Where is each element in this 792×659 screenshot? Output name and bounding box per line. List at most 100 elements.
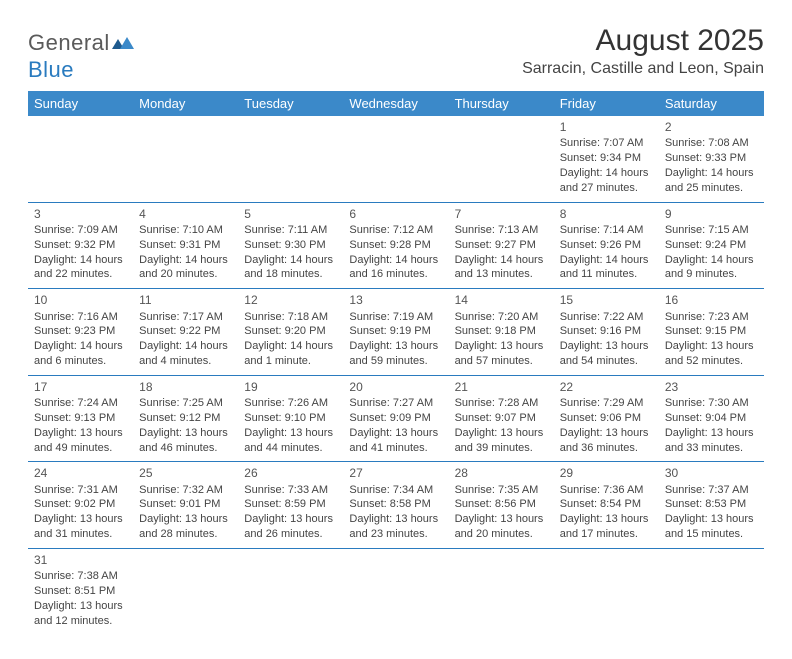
day-day2: and 31 minutes. — [34, 527, 127, 542]
calendar-day-cell: 12Sunrise: 7:18 AMSunset: 9:20 PMDayligh… — [238, 289, 343, 376]
day-day1: Daylight: 13 hours — [349, 339, 442, 354]
calendar-day-cell: 25Sunrise: 7:32 AMSunset: 9:01 PMDayligh… — [133, 462, 238, 549]
day-day1: Daylight: 13 hours — [244, 426, 337, 441]
day-number: 26 — [244, 465, 337, 481]
day-sunrise: Sunrise: 7:13 AM — [455, 223, 548, 238]
day-sunrise: Sunrise: 7:33 AM — [244, 483, 337, 498]
day-number: 14 — [455, 292, 548, 308]
day-day1: Daylight: 13 hours — [665, 339, 758, 354]
calendar-empty-cell — [449, 116, 554, 202]
weekday-header: Wednesday — [343, 91, 448, 116]
page-header: GeneralBlue August 2025 Sarracin, Castil… — [28, 24, 764, 83]
day-sunset: Sunset: 8:58 PM — [349, 497, 442, 512]
day-day2: and 36 minutes. — [560, 441, 653, 456]
day-number: 19 — [244, 379, 337, 395]
day-day1: Daylight: 14 hours — [139, 339, 232, 354]
day-sunrise: Sunrise: 7:20 AM — [455, 310, 548, 325]
calendar-empty-cell — [343, 116, 448, 202]
day-sunrise: Sunrise: 7:34 AM — [349, 483, 442, 498]
day-day2: and 49 minutes. — [34, 441, 127, 456]
day-number: 18 — [139, 379, 232, 395]
day-sunset: Sunset: 9:07 PM — [455, 411, 548, 426]
day-sunset: Sunset: 9:02 PM — [34, 497, 127, 512]
day-day2: and 11 minutes. — [560, 267, 653, 282]
calendar-day-cell: 13Sunrise: 7:19 AMSunset: 9:19 PMDayligh… — [343, 289, 448, 376]
day-day2: and 25 minutes. — [665, 181, 758, 196]
day-number: 7 — [455, 206, 548, 222]
calendar-day-cell: 6Sunrise: 7:12 AMSunset: 9:28 PMDaylight… — [343, 202, 448, 289]
calendar-day-cell: 18Sunrise: 7:25 AMSunset: 9:12 PMDayligh… — [133, 375, 238, 462]
day-sunset: Sunset: 9:01 PM — [139, 497, 232, 512]
day-day2: and 18 minutes. — [244, 267, 337, 282]
day-day1: Daylight: 14 hours — [665, 253, 758, 268]
day-day1: Daylight: 13 hours — [455, 512, 548, 527]
day-day2: and 4 minutes. — [139, 354, 232, 369]
calendar-day-cell: 30Sunrise: 7:37 AMSunset: 8:53 PMDayligh… — [659, 462, 764, 549]
day-day1: Daylight: 13 hours — [455, 339, 548, 354]
day-number: 31 — [34, 552, 127, 568]
day-day2: and 57 minutes. — [455, 354, 548, 369]
day-sunset: Sunset: 9:31 PM — [139, 238, 232, 253]
day-day1: Daylight: 14 hours — [244, 253, 337, 268]
day-sunrise: Sunrise: 7:23 AM — [665, 310, 758, 325]
brand-text: GeneralBlue — [28, 30, 134, 83]
day-sunrise: Sunrise: 7:19 AM — [349, 310, 442, 325]
calendar-day-cell: 20Sunrise: 7:27 AMSunset: 9:09 PMDayligh… — [343, 375, 448, 462]
calendar-day-cell: 21Sunrise: 7:28 AMSunset: 9:07 PMDayligh… — [449, 375, 554, 462]
day-sunset: Sunset: 9:28 PM — [349, 238, 442, 253]
day-day2: and 28 minutes. — [139, 527, 232, 542]
day-day2: and 9 minutes. — [665, 267, 758, 282]
day-day2: and 59 minutes. — [349, 354, 442, 369]
calendar-empty-cell — [659, 549, 764, 635]
day-day2: and 15 minutes. — [665, 527, 758, 542]
calendar-day-cell: 3Sunrise: 7:09 AMSunset: 9:32 PMDaylight… — [28, 202, 133, 289]
day-sunrise: Sunrise: 7:18 AM — [244, 310, 337, 325]
day-sunset: Sunset: 9:32 PM — [34, 238, 127, 253]
calendar-body: 1Sunrise: 7:07 AMSunset: 9:34 PMDaylight… — [28, 116, 764, 634]
day-sunset: Sunset: 9:19 PM — [349, 324, 442, 339]
calendar-week-row: 17Sunrise: 7:24 AMSunset: 9:13 PMDayligh… — [28, 375, 764, 462]
day-sunset: Sunset: 9:30 PM — [244, 238, 337, 253]
day-sunrise: Sunrise: 7:28 AM — [455, 396, 548, 411]
calendar-day-cell: 23Sunrise: 7:30 AMSunset: 9:04 PMDayligh… — [659, 375, 764, 462]
day-number: 6 — [349, 206, 442, 222]
day-sunset: Sunset: 9:04 PM — [665, 411, 758, 426]
day-sunset: Sunset: 9:23 PM — [34, 324, 127, 339]
day-sunrise: Sunrise: 7:32 AM — [139, 483, 232, 498]
day-day1: Daylight: 14 hours — [34, 339, 127, 354]
day-day2: and 33 minutes. — [665, 441, 758, 456]
day-day1: Daylight: 14 hours — [665, 166, 758, 181]
day-sunrise: Sunrise: 7:11 AM — [244, 223, 337, 238]
day-day1: Daylight: 13 hours — [139, 512, 232, 527]
day-sunset: Sunset: 8:59 PM — [244, 497, 337, 512]
calendar-empty-cell — [133, 549, 238, 635]
day-sunrise: Sunrise: 7:09 AM — [34, 223, 127, 238]
day-sunset: Sunset: 9:27 PM — [455, 238, 548, 253]
day-number: 28 — [455, 465, 548, 481]
day-number: 27 — [349, 465, 442, 481]
calendar-day-cell: 2Sunrise: 7:08 AMSunset: 9:33 PMDaylight… — [659, 116, 764, 202]
day-sunset: Sunset: 9:18 PM — [455, 324, 548, 339]
day-day1: Daylight: 14 hours — [349, 253, 442, 268]
day-sunrise: Sunrise: 7:14 AM — [560, 223, 653, 238]
brand-logo: GeneralBlue — [28, 24, 134, 83]
day-number: 16 — [665, 292, 758, 308]
day-sunset: Sunset: 8:51 PM — [34, 584, 127, 599]
calendar-day-cell: 24Sunrise: 7:31 AMSunset: 9:02 PMDayligh… — [28, 462, 133, 549]
calendar-day-cell: 29Sunrise: 7:36 AMSunset: 8:54 PMDayligh… — [554, 462, 659, 549]
day-day2: and 27 minutes. — [560, 181, 653, 196]
day-number: 24 — [34, 465, 127, 481]
day-day2: and 41 minutes. — [349, 441, 442, 456]
day-sunset: Sunset: 9:24 PM — [665, 238, 758, 253]
weekday-header: Friday — [554, 91, 659, 116]
calendar-week-row: 3Sunrise: 7:09 AMSunset: 9:32 PMDaylight… — [28, 202, 764, 289]
day-sunset: Sunset: 9:26 PM — [560, 238, 653, 253]
day-day2: and 20 minutes. — [139, 267, 232, 282]
day-day1: Daylight: 13 hours — [139, 426, 232, 441]
day-day1: Daylight: 13 hours — [34, 599, 127, 614]
day-sunset: Sunset: 9:10 PM — [244, 411, 337, 426]
location-subtitle: Sarracin, Castille and Leon, Spain — [522, 60, 764, 78]
day-sunrise: Sunrise: 7:22 AM — [560, 310, 653, 325]
day-day2: and 17 minutes. — [560, 527, 653, 542]
day-day1: Daylight: 13 hours — [455, 426, 548, 441]
